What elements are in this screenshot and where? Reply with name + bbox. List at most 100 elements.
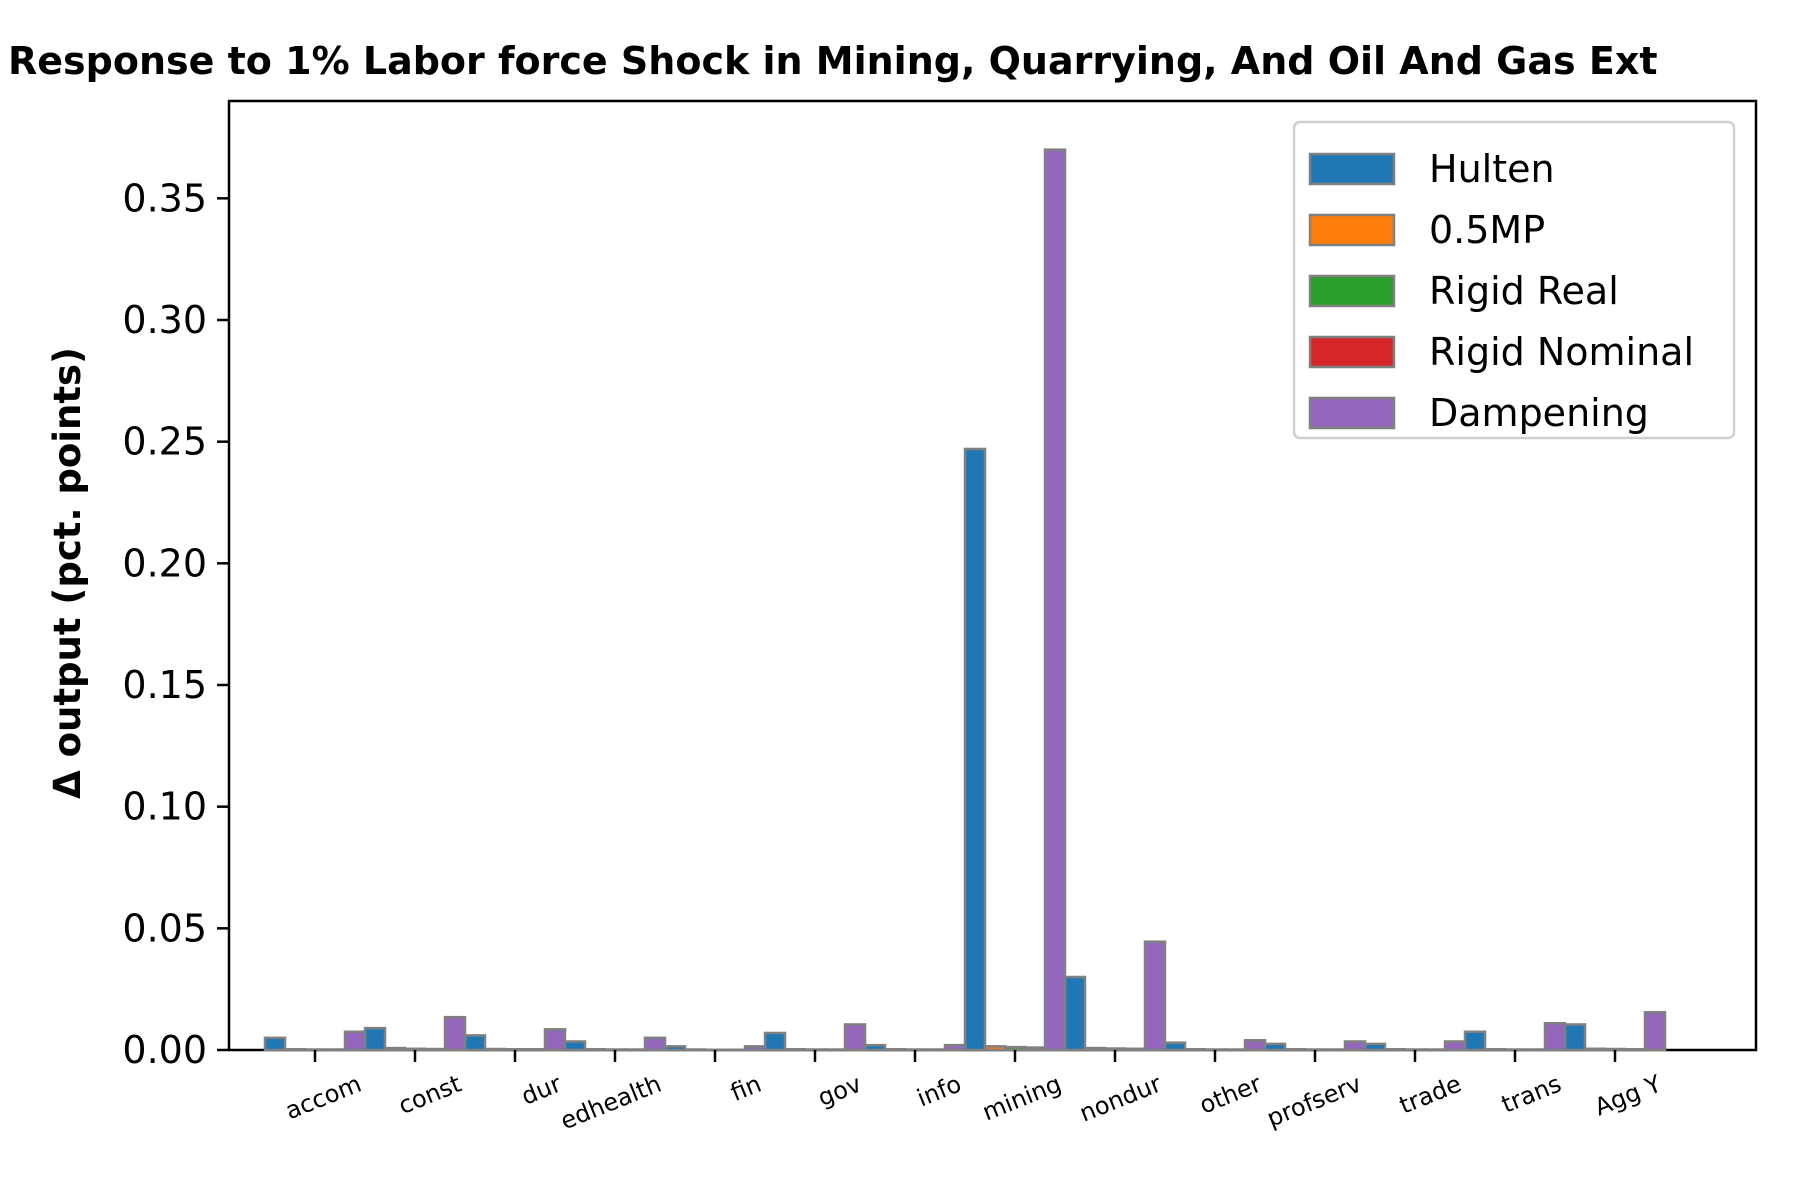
bar-rigid-nominal-info (923, 1048, 947, 1052)
bar-rigid-nominal-other (1223, 1048, 1247, 1052)
bar-rigid-nominal-accom (323, 1048, 347, 1052)
bar-rigid-nominal-const (423, 1047, 447, 1052)
bar-rigid-nominal-nondur (1123, 1047, 1147, 1052)
y-tick-label: 0.00 (122, 1028, 207, 1072)
bar-hulten-accom (263, 1036, 287, 1052)
bar-rigid-real-mining (1003, 1045, 1027, 1052)
bar-0-5mp-trade (1383, 1048, 1407, 1052)
bar-dampening-fin (743, 1045, 767, 1052)
bar-hulten-trade (1363, 1042, 1387, 1052)
bar-0-5mp-dur (483, 1047, 507, 1052)
bar-0-5mp-mining (983, 1045, 1007, 1052)
bar-hulten-fin (663, 1045, 687, 1052)
x-tick-label: nondur (1076, 1070, 1166, 1128)
bar-hulten-edhealth (563, 1040, 587, 1052)
bar-0-5mp-info (883, 1048, 907, 1052)
bar-dampening-profserv (1343, 1040, 1367, 1052)
y-tick-label: 0.05 (122, 906, 207, 950)
bar-dampening-gov (843, 1023, 867, 1052)
legend: Hulten 0.5MP Rigid Real Rigid Nominal Dampen… (1292, 120, 1736, 440)
x-tick-label: fin (727, 1070, 766, 1107)
legend-swatch (1308, 335, 1396, 369)
bar-rigid-real-dur (503, 1048, 527, 1052)
bar-rigid-real-accom (303, 1048, 327, 1052)
bar-0-5mp-nondur (1083, 1046, 1107, 1052)
bar-hulten-gov (763, 1031, 787, 1052)
bar-dampening-edhealth (643, 1036, 667, 1052)
bar-hulten-agg-y (1563, 1023, 1587, 1052)
bar-rigid-nominal-gov (823, 1048, 847, 1052)
bar-hulten-nondur (1063, 975, 1087, 1052)
bar-rigid-real-other (1203, 1048, 1227, 1052)
bar-0-5mp-edhealth (583, 1048, 607, 1052)
bar-0-5mp-profserv (1283, 1048, 1307, 1052)
legend-box (1292, 120, 1736, 440)
y-tick-label: 0.25 (122, 420, 207, 464)
x-tick-label: profserv (1263, 1070, 1365, 1133)
bar-dampening-mining (1043, 148, 1067, 1052)
bar-rigid-real-edhealth (603, 1048, 627, 1052)
bar-rigid-real-trans (1503, 1048, 1527, 1052)
bar-0-5mp-agg-y (1583, 1047, 1607, 1052)
legend-label: Hulten (1429, 147, 1555, 191)
bar-rigid-nominal-trans (1523, 1048, 1547, 1052)
bar-0-5mp-gov (783, 1048, 807, 1052)
bar-rigid-real-info (903, 1048, 927, 1052)
bar-0-5mp-const (383, 1046, 407, 1052)
bar-hulten-other (1163, 1041, 1187, 1052)
bar-hulten-const (363, 1026, 387, 1052)
x-tick-label: dur (517, 1070, 565, 1111)
bar-hulten-mining (963, 447, 987, 1052)
bar-dampening-info (943, 1043, 967, 1052)
legend-label: 0.5MP (1429, 208, 1545, 252)
bar-dampening-dur (543, 1028, 567, 1052)
bar-rigid-real-agg-y (1603, 1047, 1627, 1052)
x-tick-label: accom (281, 1070, 365, 1126)
bar-hulten-dur (463, 1034, 487, 1052)
y-axis-ticks: 0.00 0.05 0.10 0.15 0.20 0.25 0.30 0.35 (122, 176, 229, 1072)
bar-0-5mp-accom (283, 1048, 307, 1052)
x-tick-label: edhealth (556, 1070, 665, 1136)
x-tick-label: const (394, 1070, 465, 1120)
bar-rigid-real-trade (1403, 1048, 1427, 1052)
bar-rigid-nominal-dur (523, 1048, 547, 1052)
y-tick-label: 0.30 (122, 298, 207, 342)
x-tick-label: trade (1395, 1070, 1465, 1120)
bar-dampening-other (1243, 1039, 1267, 1052)
bars (263, 148, 1667, 1052)
bar-dampening-trans (1543, 1021, 1567, 1052)
bar-rigid-nominal-edhealth (623, 1048, 647, 1052)
legend-swatch (1308, 396, 1396, 430)
bar-dampening-accom (343, 1030, 367, 1052)
bar-rigid-real-gov (803, 1048, 827, 1052)
x-tick-label: gov (814, 1070, 865, 1112)
bar-rigid-nominal-agg-y (1623, 1048, 1647, 1052)
y-tick-label: 0.35 (122, 176, 207, 220)
bar-rigid-real-const (403, 1047, 427, 1052)
y-tick-label: 0.20 (122, 541, 207, 585)
bar-rigid-nominal-mining (1023, 1046, 1047, 1052)
bar-hulten-info (863, 1043, 887, 1052)
bar-rigid-real-profserv (1303, 1048, 1327, 1052)
legend-swatch (1308, 274, 1396, 308)
legend-swatch (1308, 152, 1396, 186)
bar-0-5mp-trans (1483, 1048, 1507, 1052)
bar-dampening-trade (1443, 1040, 1467, 1052)
bar-rigid-nominal-fin (723, 1048, 747, 1052)
x-tick-label: trans (1498, 1070, 1566, 1119)
x-tick-label: Agg Y (1591, 1069, 1666, 1121)
legend-label: Rigid Nominal (1429, 330, 1694, 374)
bar-rigid-nominal-profserv (1323, 1048, 1347, 1052)
x-tick-label: mining (978, 1070, 1065, 1127)
legend-label: Rigid Real (1429, 269, 1619, 313)
bar-dampening-agg-y (1643, 1011, 1667, 1052)
y-axis-label: Δ output (pct. points) (46, 347, 89, 799)
bar-dampening-nondur (1143, 940, 1167, 1052)
legend-label: Dampening (1429, 391, 1649, 435)
bar-0-5mp-other (1183, 1048, 1207, 1052)
bar-dampening-const (443, 1015, 467, 1052)
y-tick-label: 0.10 (122, 785, 207, 829)
bar-hulten-trans (1463, 1030, 1487, 1052)
